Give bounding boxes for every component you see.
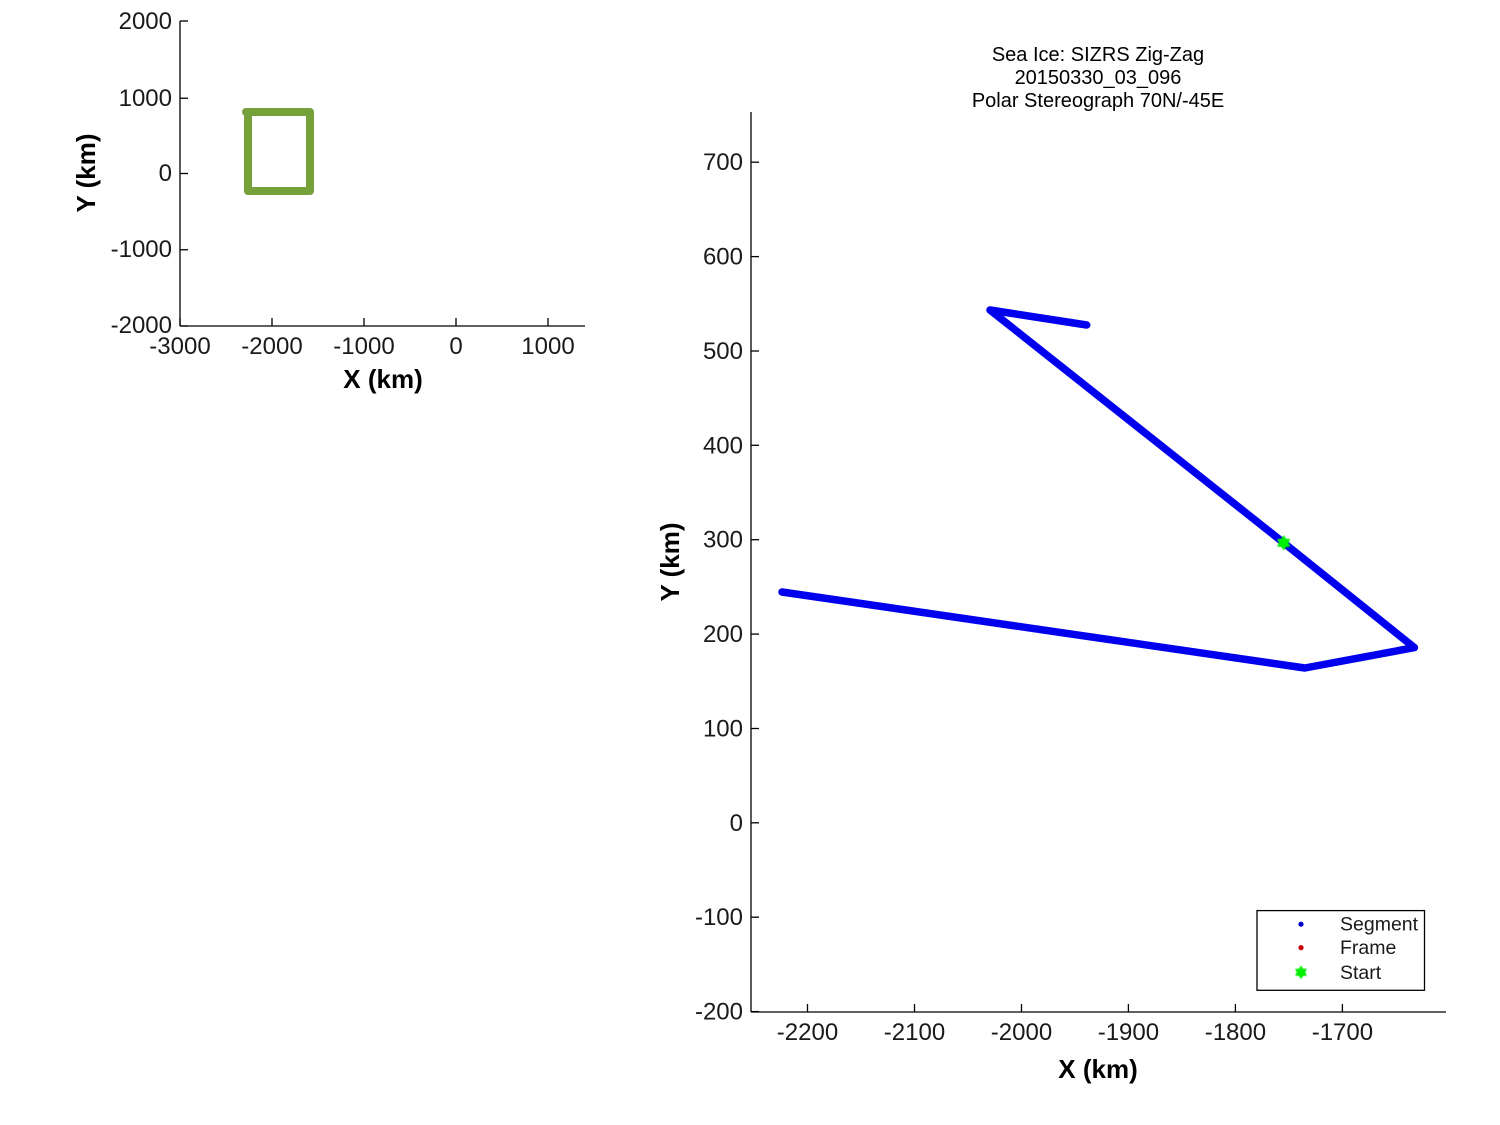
svg-text:Segment: Segment	[1340, 914, 1419, 936]
svg-text:-1900: -1900	[1098, 1019, 1159, 1046]
svg-text:300: 300	[703, 527, 743, 554]
svg-text:1000: 1000	[521, 333, 574, 360]
svg-text:-1800: -1800	[1205, 1019, 1266, 1046]
svg-text:700: 700	[703, 149, 743, 176]
svg-text:0: 0	[159, 160, 172, 187]
svg-text:Y (km): Y (km)	[71, 134, 101, 213]
svg-text:X (km): X (km)	[343, 364, 422, 394]
svg-text:0: 0	[730, 810, 743, 837]
svg-text:0: 0	[449, 333, 462, 360]
svg-text:1000: 1000	[119, 85, 172, 112]
svg-text:500: 500	[703, 338, 743, 365]
svg-text:-2200: -2200	[777, 1019, 838, 1046]
svg-text:2000: 2000	[119, 8, 172, 35]
svg-text:400: 400	[703, 432, 743, 459]
svg-text:100: 100	[703, 716, 743, 743]
svg-text:-2000: -2000	[991, 1019, 1052, 1046]
svg-text:-100: -100	[695, 904, 743, 931]
svg-text:20150330_03_096: 20150330_03_096	[1015, 67, 1182, 89]
svg-text:-1000: -1000	[111, 236, 172, 263]
svg-text:X (km): X (km)	[1058, 1054, 1137, 1084]
svg-text:-2100: -2100	[884, 1019, 945, 1046]
svg-text:Frame: Frame	[1340, 937, 1396, 959]
svg-text:Polar Stereograph 70N/-45E: Polar Stereograph 70N/-45E	[972, 90, 1224, 112]
svg-text:-2000: -2000	[241, 333, 302, 360]
svg-text:-1000: -1000	[333, 333, 394, 360]
svg-text:Start: Start	[1340, 962, 1382, 984]
svg-text:-200: -200	[695, 999, 743, 1026]
svg-text:200: 200	[703, 621, 743, 648]
svg-text:-3000: -3000	[149, 333, 210, 360]
svg-text:600: 600	[703, 244, 743, 271]
svg-text:Y (km): Y (km)	[655, 523, 685, 602]
svg-text:-1700: -1700	[1312, 1019, 1373, 1046]
svg-text:Sea Ice: SIZRS Zig-Zag: Sea Ice: SIZRS Zig-Zag	[992, 44, 1204, 66]
